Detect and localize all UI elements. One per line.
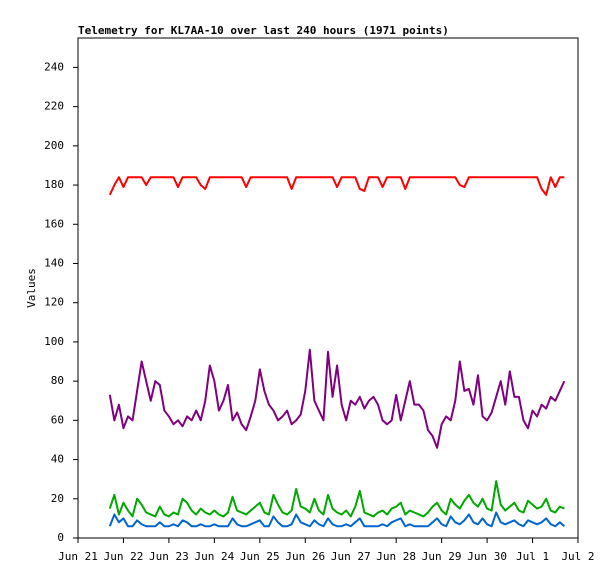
series-line [108,480,565,518]
y-tick-label: 60 [51,413,64,426]
x-tick-label: Jun 29 [422,550,462,563]
y-tick-label: 120 [44,296,64,309]
x-tick-label: Jun 25 [240,550,280,563]
x-tick-label: Jun 27 [331,550,371,563]
y-tick-label: 100 [44,335,64,348]
x-tick-label: Jun 21 [58,550,98,563]
x-tick-label: Jul 1 [516,550,549,563]
series-line [108,176,565,196]
x-tick-label: Jul 2 [561,550,594,563]
y-tick-label: 140 [44,256,64,269]
y-tick-label: 0 [57,531,64,544]
y-axis-label: Values [25,268,38,308]
y-tick-label: 160 [44,217,64,230]
chart-title: Telemetry for KL7AA-10 over last 240 hou… [78,24,449,37]
y-tick-label: 40 [51,453,64,466]
x-tick-label: Jun 24 [194,550,234,563]
y-tick-label: 240 [44,60,64,73]
x-tick-label: Jun 26 [285,550,325,563]
y-tick-label: 180 [44,178,64,191]
series-line [108,348,566,449]
x-tick-label: Jun 30 [467,550,507,563]
y-tick-label: 20 [51,492,64,505]
x-tick-label: Jun 22 [104,550,144,563]
series-line [108,511,566,528]
plot-frame [77,37,579,539]
y-tick-label: 80 [51,374,64,387]
y-tick-label: 220 [44,100,64,113]
x-tick-label: Jun 23 [149,550,189,563]
y-tick-label: 200 [44,139,64,152]
x-tick-label: Jun 28 [376,550,416,563]
